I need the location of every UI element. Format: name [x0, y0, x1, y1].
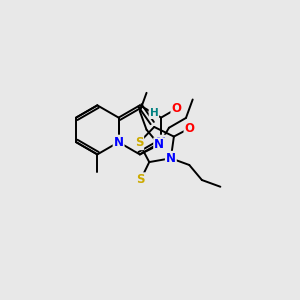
- Text: H: H: [149, 108, 158, 118]
- Text: S: S: [136, 173, 145, 186]
- Text: N: N: [166, 152, 176, 165]
- Text: S: S: [135, 136, 143, 149]
- Text: O: O: [171, 102, 182, 115]
- Text: N: N: [156, 136, 166, 148]
- Text: N: N: [154, 138, 164, 151]
- Text: O: O: [184, 122, 194, 135]
- Text: N: N: [114, 136, 124, 148]
